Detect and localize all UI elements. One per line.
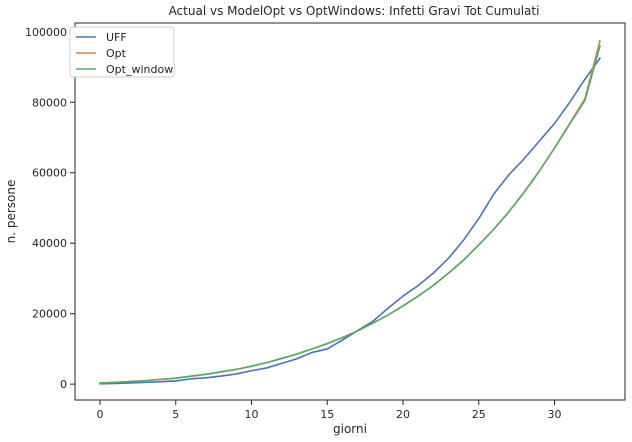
series-line-uff: [99, 57, 601, 385]
x-tick-label: 10: [245, 408, 259, 421]
plot-frame: [74, 22, 626, 401]
series-layer: [99, 39, 601, 385]
chart-title: Actual vs ModelOpt vs OptWindows: Infett…: [169, 4, 540, 18]
x-tick-label: 15: [320, 408, 334, 421]
y-tick-label: 20000: [32, 308, 67, 321]
x-axis-label: giorni: [333, 422, 367, 436]
legend-label: Opt_window: [106, 63, 173, 76]
legend-label: UFF: [106, 31, 127, 44]
x-tick-label: 30: [548, 408, 562, 421]
y-tick-label: 100000: [25, 26, 67, 39]
y-tick-label: 60000: [32, 167, 67, 180]
y-tick-label: 40000: [32, 237, 67, 250]
x-tick-label: 0: [97, 408, 104, 421]
y-axis-label: n. persone: [4, 180, 18, 244]
legend-label: Opt: [106, 47, 127, 60]
y-tick-label: 0: [60, 378, 67, 391]
series-line-opt-window: [99, 45, 601, 384]
x-tick-label: 25: [472, 408, 486, 421]
y-tick-label: 80000: [32, 96, 67, 109]
axes-layer: 0 5 10 15 20 25 30 0 20000 40000 60000 80000 100000: [25, 26, 562, 421]
legend-box: [69, 26, 175, 78]
legend: UFF Opt Opt_window: [69, 26, 175, 78]
x-tick-label: 5: [172, 408, 179, 421]
x-tick-label: 20: [396, 408, 410, 421]
